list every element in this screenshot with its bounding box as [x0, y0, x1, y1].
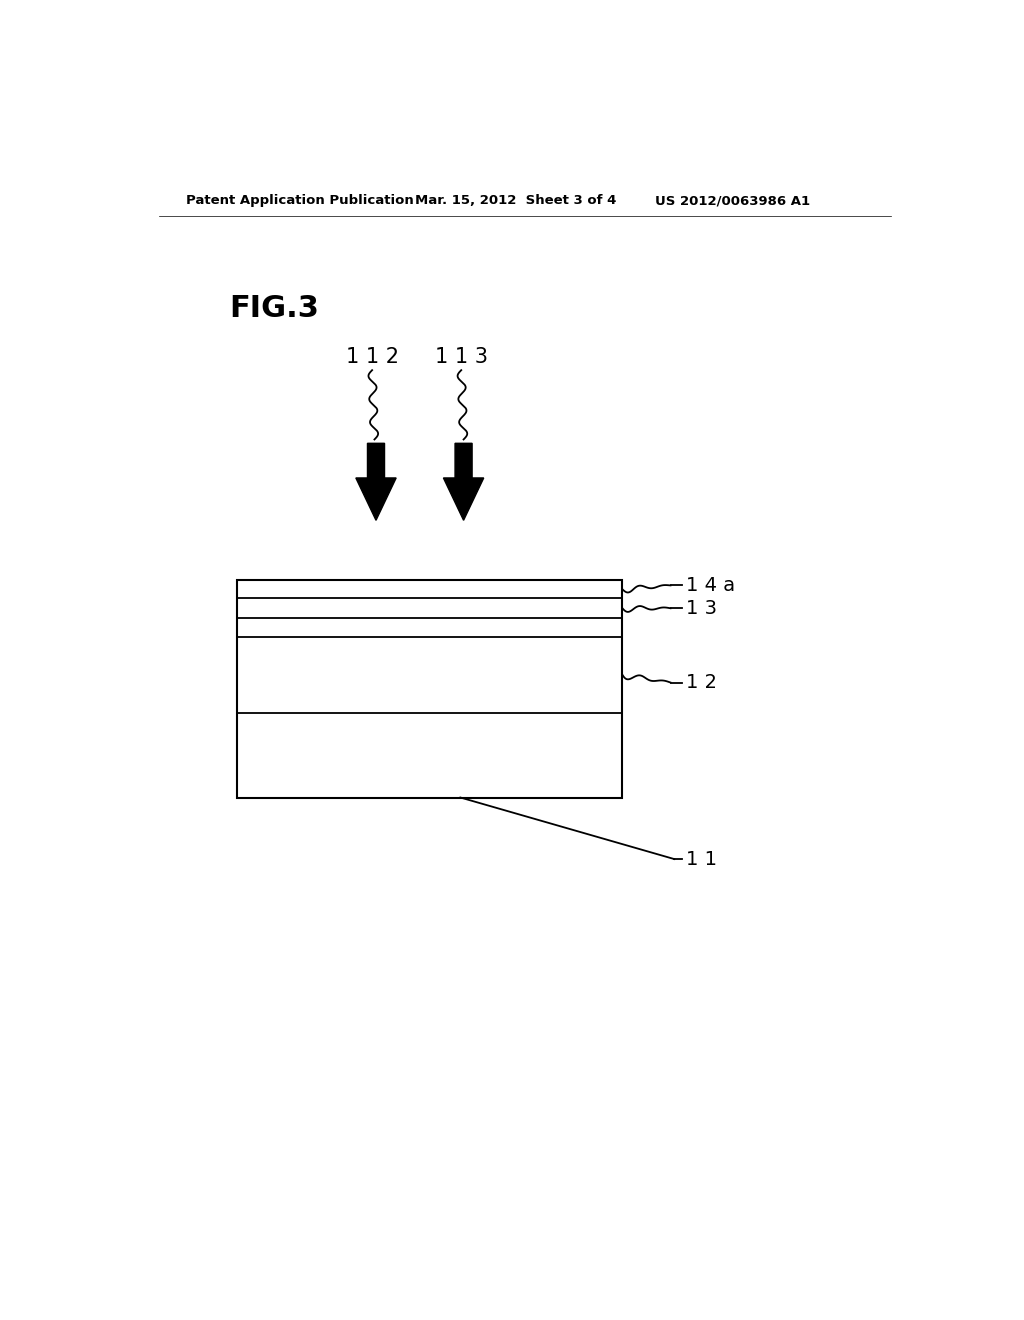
Text: Mar. 15, 2012  Sheet 3 of 4: Mar. 15, 2012 Sheet 3 of 4 — [415, 194, 616, 207]
Bar — [237, 581, 623, 797]
Text: 1 1 2: 1 1 2 — [346, 347, 398, 367]
FancyArrow shape — [356, 444, 396, 520]
FancyArrow shape — [443, 444, 483, 520]
Text: FIG.3: FIG.3 — [228, 294, 318, 323]
Text: 1 2: 1 2 — [686, 673, 717, 692]
Text: 1 1 3: 1 1 3 — [435, 347, 487, 367]
Text: 1 4 a: 1 4 a — [686, 576, 735, 595]
Text: Patent Application Publication: Patent Application Publication — [186, 194, 414, 207]
Text: 1 3: 1 3 — [686, 599, 717, 618]
Text: 1 1: 1 1 — [686, 850, 717, 869]
Text: US 2012/0063986 A1: US 2012/0063986 A1 — [655, 194, 810, 207]
